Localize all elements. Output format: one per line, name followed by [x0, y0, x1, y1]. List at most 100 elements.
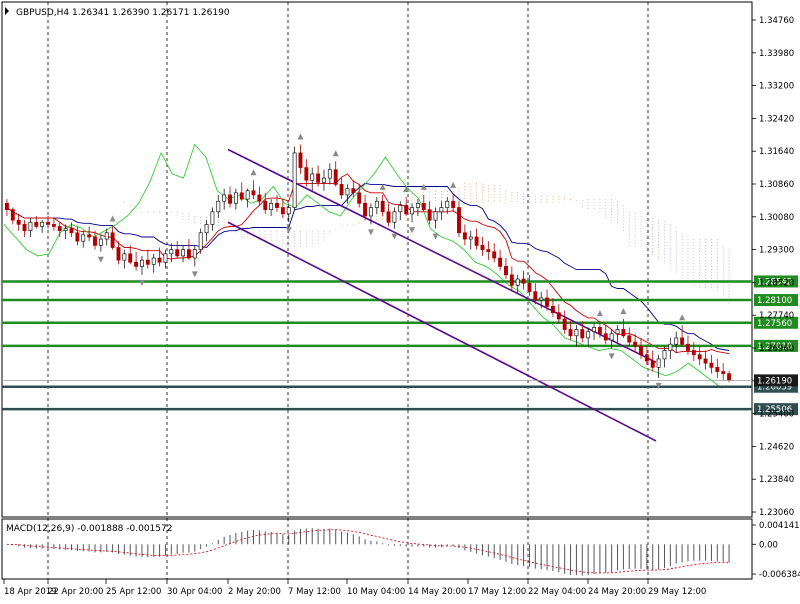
candle-body [703, 358, 708, 364]
fractal-down-icon [97, 256, 104, 263]
price-tick-label: 1.27740 [759, 311, 794, 321]
candle-body [644, 354, 649, 362]
candle-body [122, 253, 127, 261]
candle-body [251, 190, 256, 196]
candle-body [539, 297, 544, 301]
candle-body [316, 173, 321, 183]
candle-body [592, 327, 596, 332]
candle-body [104, 232, 109, 240]
candle-body [574, 329, 579, 337]
candle-body [433, 211, 438, 221]
candle-body [269, 202, 274, 211]
time-tick-label: 22 Apr 20:00 [48, 587, 103, 597]
candle-body [345, 188, 350, 196]
level-label: 1.27560 [757, 319, 792, 329]
candle-body [357, 192, 362, 204]
candle-body [222, 194, 227, 202]
candle-body [451, 200, 456, 208]
candle-body [151, 257, 156, 265]
price-tick-label: 1.32420 [759, 114, 794, 124]
candle-body [427, 209, 432, 221]
price-tick-label: 1.25400 [759, 410, 794, 420]
candle-body [662, 350, 667, 360]
time-tick-label: 29 May 12:00 [648, 587, 706, 597]
candle-body [192, 249, 197, 259]
price-tick-label: 1.24620 [759, 442, 794, 452]
level-tag [754, 339, 798, 352]
candle-body [721, 371, 726, 375]
current-price-tag [754, 374, 798, 387]
candle-body [75, 232, 80, 242]
candle-body [486, 249, 491, 253]
candle-body [421, 202, 426, 211]
candle-body [468, 236, 473, 240]
candle-body [368, 207, 373, 217]
candle-body [333, 169, 338, 185]
candle-body [298, 152, 303, 168]
candle-body [521, 278, 526, 284]
price-tick-label: 1.23840 [759, 475, 794, 485]
fractal-up-icon [450, 181, 457, 188]
level-label: 1.26039 [757, 383, 792, 393]
candlesticks [4, 133, 732, 389]
candle-body [233, 192, 238, 204]
price-tick-label: 1.28520 [759, 278, 794, 288]
channel-upper-line [227, 148, 657, 364]
candle-body [216, 200, 221, 213]
candle-body [680, 337, 685, 345]
candle-body [586, 331, 591, 339]
candle-body [245, 190, 250, 200]
chart-arrow-icon [5, 7, 9, 15]
candle-body [57, 226, 62, 232]
level-label: 1.27010 [757, 342, 792, 352]
candle-body [116, 247, 121, 261]
candle-body [474, 236, 479, 246]
level-label: 1.28100 [757, 296, 792, 306]
candle-body [386, 211, 391, 223]
candle-body [51, 224, 56, 227]
descending-channel[interactable] [227, 148, 657, 442]
macd-tick-label: 0.00 [759, 540, 778, 550]
kijun-line [6, 182, 730, 351]
price-tick-label: 1.26960 [759, 344, 794, 354]
level-tag [754, 275, 798, 288]
candle-body [175, 249, 180, 257]
channel-lower-line [227, 221, 657, 442]
fractal-down-icon [367, 229, 374, 236]
price-tick-label: 1.30080 [759, 213, 794, 223]
candle-body [263, 200, 268, 211]
macd-pane-frame [1, 518, 753, 580]
candle-body [668, 343, 673, 351]
candle-body [686, 343, 690, 351]
candle-body [697, 354, 702, 360]
time-tick-label: 7 May 12:00 [288, 587, 341, 597]
candle-body [603, 333, 608, 341]
level-tag [754, 403, 798, 416]
level-label: 1.28542 [757, 277, 792, 287]
candle-body [715, 366, 720, 372]
main-pane-frame [1, 1, 753, 518]
candle-body [509, 274, 514, 286]
candle-body [157, 257, 162, 263]
fractal-down-icon [391, 233, 398, 240]
fractal-down-icon [655, 382, 662, 389]
candle-body [374, 200, 379, 208]
fractal-up-icon [596, 310, 603, 317]
macd-tick-label: -0.006384 [759, 570, 800, 580]
fractal-up-icon [420, 183, 427, 190]
fractal-up-icon [109, 215, 116, 222]
candle-body [351, 188, 356, 194]
candle-body [609, 333, 614, 341]
candle-body [186, 249, 191, 259]
candle-body [28, 221, 33, 232]
time-tick-label: 30 Apr 04:00 [167, 587, 222, 597]
level-label: 1.25506 [757, 405, 792, 415]
candle-body [327, 169, 332, 179]
candle-body [128, 253, 133, 263]
candle-body [727, 373, 732, 381]
candle-body [10, 209, 15, 221]
support-resistance-levels[interactable]: 1.28542 1.28100 1.27560 1.27010 1.26039 1.255… [2, 275, 798, 416]
